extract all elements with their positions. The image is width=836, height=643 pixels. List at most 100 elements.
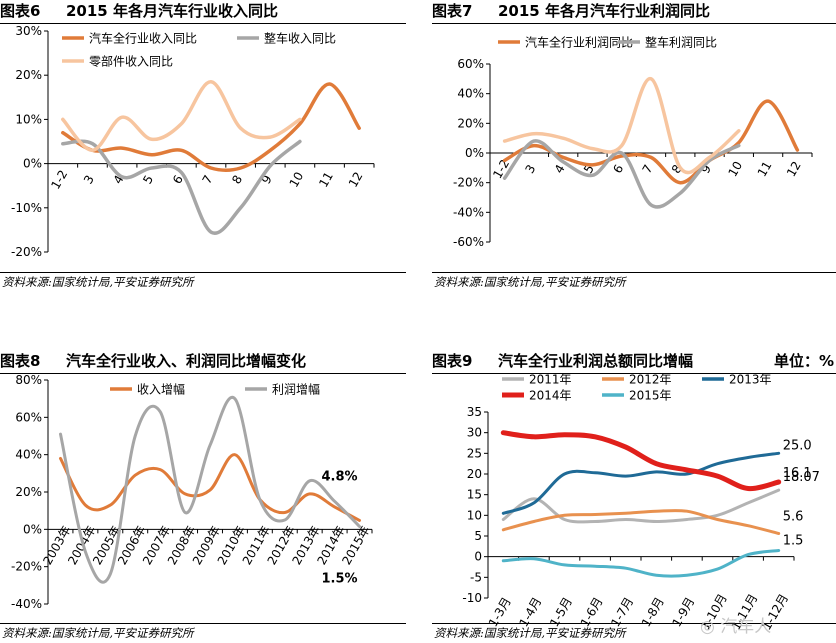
- legend-label: 利润增幅: [272, 382, 320, 397]
- y-tick-label: 5: [474, 529, 482, 543]
- legend-label: 收入增幅: [137, 382, 185, 397]
- figure-number: 图表7: [432, 2, 473, 20]
- y-tick-label: 10%: [15, 112, 42, 126]
- legend-label: 整车收入同比: [264, 31, 336, 46]
- legend-label: 2011年: [529, 373, 572, 387]
- y-tick-label: 20%: [457, 116, 484, 130]
- panel-title: 图表6 2015 年各月汽车行业收入同比: [0, 0, 406, 22]
- source-rule: [432, 623, 836, 624]
- y-tick-label: -20%: [11, 560, 42, 574]
- legend-label: 整车利润同比: [645, 35, 717, 50]
- y-tick-label: 20%: [15, 68, 42, 82]
- chart-profit-monthly: -60%-40%-20%0%20%40%60%1-2 3 4 5 6 7 8 9 10 11 12汽…: [453, 35, 813, 249]
- y-tick-label: 0: [474, 550, 482, 564]
- watermark: ◎ 汽车人: [700, 617, 772, 637]
- y-tick-label: 0%: [465, 146, 484, 160]
- x-tick-label: 7: [640, 162, 656, 176]
- figure-number: 图表9: [432, 352, 473, 370]
- source-note: 资料来源:国家统计局,平安证券研究所: [2, 626, 194, 640]
- y-tick-label: 0%: [23, 157, 42, 171]
- y-tick-label: -10%: [11, 201, 42, 215]
- figure-title: 2015 年各月汽车行业利润同比: [498, 2, 710, 20]
- y-tick-label: 80%: [15, 373, 42, 387]
- data-annotation: 1.5%: [321, 572, 357, 587]
- legend-label: 2013年: [729, 373, 772, 387]
- figure-title: 汽车全行业利润总额同比增幅: [498, 352, 694, 370]
- source-note: 资料来源:国家统计局,平安证券研究所: [2, 275, 194, 289]
- y-tick-label: -10: [462, 591, 482, 605]
- legend-label: 零部件收入同比: [89, 54, 173, 69]
- y-tick-label: 40%: [457, 87, 484, 101]
- y-tick-label: -5: [470, 570, 482, 584]
- title-rule: [432, 373, 836, 374]
- x-tick-label: 12: [784, 159, 804, 179]
- x-tick-label: 12: [346, 169, 366, 189]
- chart-panel-profit-monthly: 图表7 2015 年各月汽车行业利润同比 -60% -40% -20% 0% 20% 40%…: [432, 0, 836, 292]
- y-tick-label: -20%: [453, 176, 484, 190]
- source-rule: [432, 272, 836, 273]
- panel-title: 图表8 汽车全行业收入、利润同比增幅变化: [0, 350, 406, 372]
- x-tick-label: 7: [200, 173, 216, 187]
- y-tick-label: 35: [467, 405, 482, 419]
- x-tick-label: 3: [522, 162, 538, 176]
- series-line: [61, 80, 302, 153]
- end-label: 1.5: [783, 533, 804, 548]
- legend-label: 2014年: [529, 389, 572, 403]
- y-tick-label: -40%: [453, 205, 484, 219]
- x-tick-label: 5: [140, 173, 156, 187]
- series-line: [61, 139, 302, 235]
- legend-label: 汽车全行业收入同比: [89, 31, 197, 46]
- panel-title: 图表7 2015 年各月汽车行业利润同比: [432, 0, 836, 22]
- legend-label: 汽车全行业利润同比: [525, 35, 633, 50]
- x-tick-label: 1-8月: [639, 595, 667, 629]
- figure-number: 图表8: [0, 352, 41, 370]
- series-line: [501, 451, 781, 515]
- y-tick-label: 30: [467, 426, 482, 440]
- end-label: 5.6: [783, 510, 804, 525]
- source-note: 资料来源:国家统计局,平安证券研究所: [434, 626, 626, 640]
- y-tick-label: 30%: [15, 24, 42, 38]
- title-rule: [0, 23, 406, 24]
- end-label: 25.0: [783, 438, 812, 453]
- legend-label: 2012年: [629, 373, 672, 387]
- chart-revenue-monthly: -20%-10%0%10%20%30%1-2 3 4 5 6 7 8 9 10 11 12汽车全行业…: [11, 24, 375, 259]
- series-line: [59, 453, 361, 522]
- x-tick-label: 10: [725, 159, 745, 179]
- x-tick-label: 10: [287, 169, 307, 189]
- data-annotation: 4.8%: [321, 469, 357, 484]
- y-tick-label: -20%: [11, 245, 42, 259]
- title-rule: [432, 23, 836, 24]
- series-line: [502, 77, 741, 175]
- y-tick-label: 60%: [15, 410, 42, 424]
- y-tick-label: 20%: [15, 485, 42, 499]
- watermark-text: 汽车人: [720, 617, 772, 637]
- series-line: [502, 139, 741, 209]
- series-line: [61, 82, 361, 172]
- y-tick-label: -60%: [453, 235, 484, 249]
- series-line: [500, 430, 782, 492]
- x-tick-label: 8: [229, 173, 245, 187]
- end-label: 16.1: [783, 466, 812, 481]
- y-tick-label: 0%: [23, 522, 42, 536]
- y-tick-label: -40%: [11, 597, 42, 611]
- chart-panel-profit-total: 图表9 汽车全行业利润总额同比增幅 单位：% -10 -5 0 5 10 15 20 25 30 35…: [432, 350, 836, 643]
- panel-title: 图表9 汽车全行业利润总额同比增幅 单位：%: [432, 350, 836, 372]
- unit-label: 单位：%: [773, 352, 834, 370]
- y-tick-label: 10: [467, 508, 482, 522]
- y-tick-label: 40%: [15, 448, 42, 462]
- chart-panel-annual-growth: 图表8 汽车全行业收入、利润同比增幅变化 -40% -20% 0% 20% 40% 60% 8…: [0, 350, 406, 643]
- series-line: [59, 395, 361, 584]
- x-tick-label: 1-2: [48, 168, 70, 192]
- series-line: [501, 509, 781, 535]
- y-tick-label: 20: [467, 467, 482, 481]
- source-rule: [0, 272, 406, 273]
- series-line: [501, 549, 781, 578]
- end-label: 18.07: [783, 470, 820, 485]
- x-tick-label: 11: [316, 169, 336, 189]
- chart-panel-revenue-monthly: 图表6 2015 年各月汽车行业收入同比 -20% -10% 0% 10% 20% 30% 1…: [0, 0, 406, 292]
- legend-label: 2015年: [629, 389, 672, 403]
- y-tick-label: 25: [467, 446, 482, 460]
- x-tick-label: 3: [81, 173, 97, 187]
- x-tick-label: 6: [610, 162, 626, 176]
- series-line: [501, 488, 781, 524]
